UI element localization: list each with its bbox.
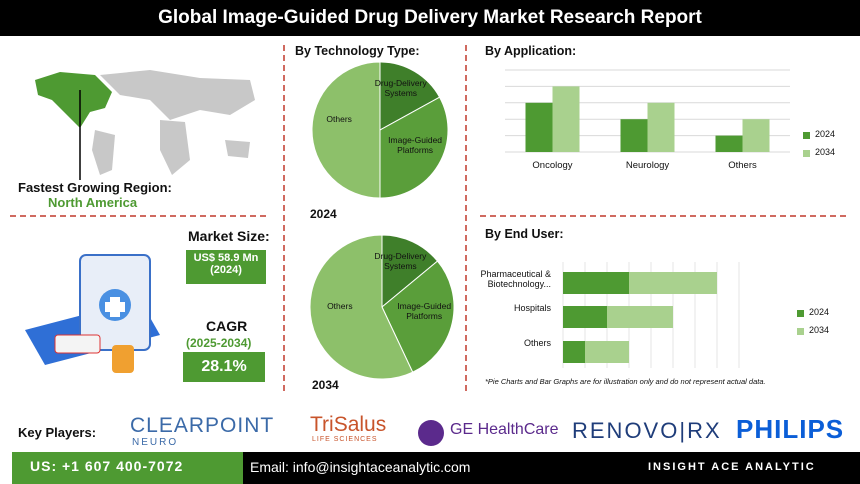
slice-label: Image-Guided Platforms bbox=[388, 135, 443, 156]
legend-swatch bbox=[803, 132, 810, 139]
x-tick-label: Oncology bbox=[532, 160, 573, 171]
chart-title: By Application: bbox=[485, 44, 577, 58]
cagr-value: 28.1% bbox=[201, 358, 247, 375]
cagr-period: (2025-2034) bbox=[186, 336, 252, 350]
illustration bbox=[25, 254, 160, 373]
email-bar bbox=[243, 452, 860, 484]
market-size-box bbox=[186, 250, 266, 284]
title-bar bbox=[0, 0, 860, 36]
bar-segment bbox=[563, 272, 629, 294]
bar bbox=[620, 119, 648, 152]
bar bbox=[525, 102, 553, 152]
brand: INSIGHT ACE ANALYTIC bbox=[648, 461, 816, 473]
slice-label: Drug-Delivery Systems bbox=[374, 77, 427, 98]
region-label: Fastest Growing Region: bbox=[18, 180, 172, 195]
slice-label: Others bbox=[327, 300, 353, 311]
legend-swatch bbox=[803, 150, 810, 157]
y-tick-label: Hospitals bbox=[513, 303, 551, 313]
market-size-label: Market Size: bbox=[188, 228, 270, 244]
company-name: RENOVO|RX bbox=[572, 418, 722, 443]
phone-box bbox=[12, 452, 243, 484]
x-tick-label: Neurology bbox=[625, 160, 670, 171]
company-name: GE HealthCare bbox=[450, 421, 559, 438]
page-title: Global Image-Guided Drug Delivery Market… bbox=[158, 7, 702, 28]
phone: US: +1 607 400-7072 bbox=[30, 458, 184, 474]
company-name: PHILIPS bbox=[736, 414, 845, 444]
ge-logo bbox=[418, 420, 444, 446]
company-tagline: NEURO bbox=[132, 437, 179, 448]
bar bbox=[742, 119, 770, 152]
market-size-value: US$ 58.9 Mn (2024) bbox=[193, 252, 259, 276]
bar-segment bbox=[585, 341, 629, 363]
pie-slice bbox=[379, 61, 441, 131]
chart-title: By Technology Type: bbox=[295, 44, 420, 58]
pie-slice bbox=[381, 234, 439, 309]
company-tagline: LIFE SCIENCES bbox=[312, 436, 378, 443]
y-tick-label: Others bbox=[523, 338, 551, 348]
region-value: North America bbox=[48, 195, 138, 210]
world-map bbox=[35, 70, 255, 180]
bar bbox=[715, 135, 743, 152]
dividers bbox=[10, 45, 850, 395]
x-tick-label: Others bbox=[728, 160, 757, 171]
chart-subtitle: 2024 bbox=[310, 207, 337, 221]
bar-segment bbox=[563, 306, 607, 328]
legend-label: 2024 bbox=[809, 307, 830, 317]
pie-slice bbox=[379, 96, 449, 199]
slice-label: Drug-Delivery Systems bbox=[374, 250, 427, 271]
legend-swatch bbox=[797, 328, 804, 335]
company-name: TriSalus bbox=[310, 413, 387, 436]
legend-swatch bbox=[797, 310, 804, 317]
bar bbox=[647, 102, 675, 152]
bar-segment bbox=[563, 341, 585, 363]
note: *Pie Charts and Bar Graphs are for illus… bbox=[485, 377, 766, 386]
bar-segment bbox=[607, 306, 673, 328]
legend-label: 2024 bbox=[815, 129, 836, 139]
bar-segment bbox=[629, 272, 717, 294]
pie-slice bbox=[309, 234, 414, 380]
pie-slice bbox=[311, 61, 381, 199]
email: Email: info@insightaceanalytic.com bbox=[250, 459, 471, 475]
chart-title: By End User: bbox=[485, 227, 564, 241]
bar bbox=[552, 86, 580, 152]
cagr-box bbox=[183, 352, 265, 382]
legend-label: 2034 bbox=[815, 147, 836, 157]
company-name: CLEARPOINT bbox=[130, 414, 275, 437]
slice-label: Others bbox=[326, 114, 352, 124]
key-players-label: Key Players: bbox=[18, 425, 97, 440]
cagr-label: CAGR bbox=[206, 318, 248, 334]
legend-label: 2034 bbox=[809, 325, 830, 335]
chart-subtitle: 2034 bbox=[312, 378, 339, 392]
slice-label: Image-Guided Platforms bbox=[397, 300, 452, 321]
y-tick-label: Pharmaceutical & Biotechnology... bbox=[480, 269, 551, 289]
